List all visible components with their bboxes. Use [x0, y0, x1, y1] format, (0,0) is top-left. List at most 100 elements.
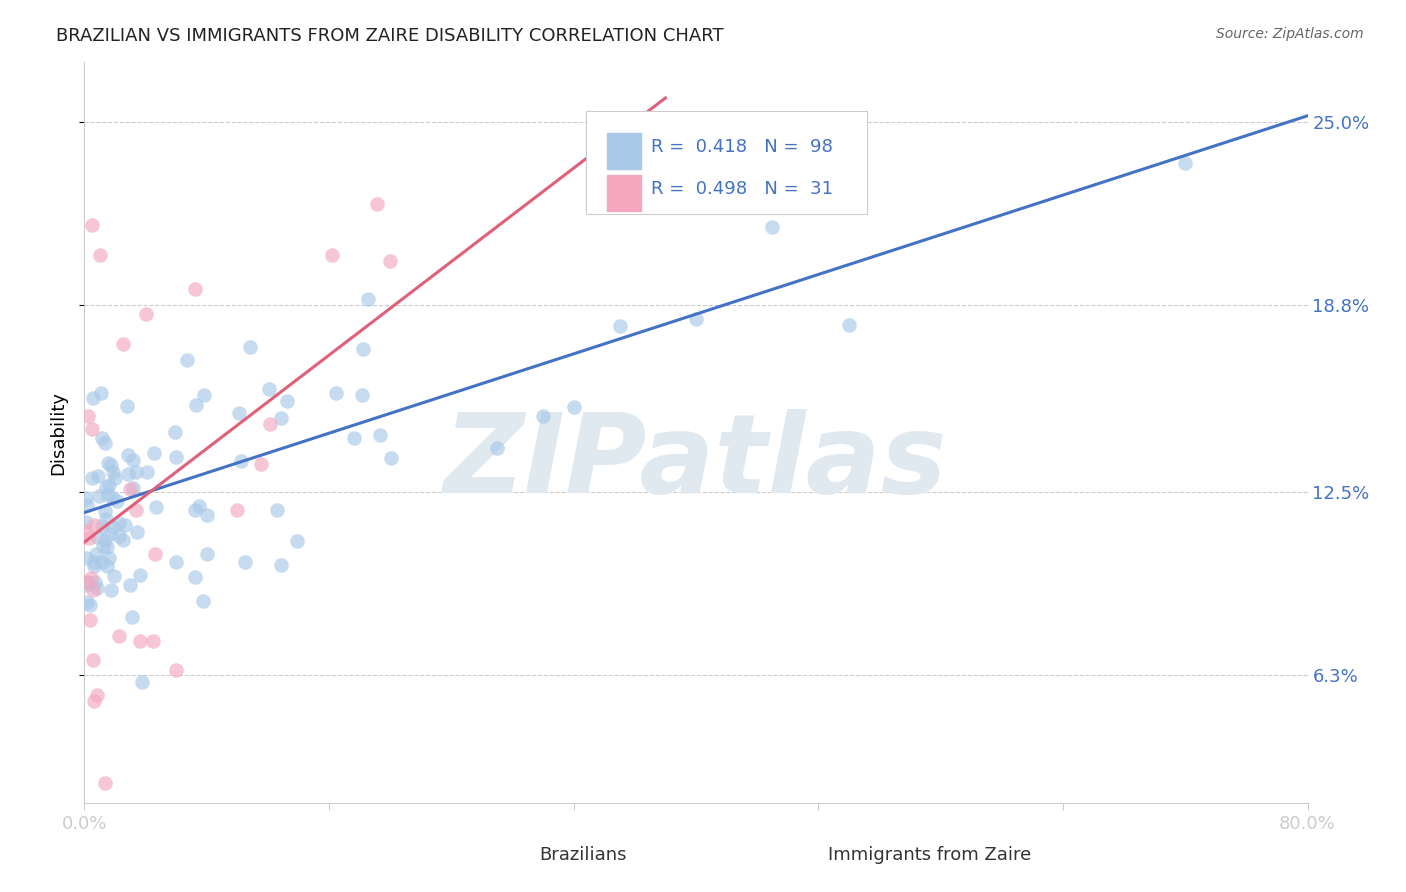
Point [142, 633, 165, 648]
Point [184, 503, 207, 517]
Point [135, 307, 157, 321]
Point [325, 385, 347, 400]
Point [105, 493, 128, 508]
Point [195, 547, 218, 561]
Point [94, 480, 117, 494]
Point [76, 595, 98, 609]
Point [94, 533, 117, 547]
Point [108, 629, 131, 643]
Point [98, 478, 121, 492]
Point [101, 520, 124, 534]
Point [135, 465, 157, 479]
Point [225, 503, 247, 517]
Point [165, 663, 187, 677]
Point [104, 471, 127, 485]
Point [75, 491, 97, 506]
Point [531, 409, 554, 424]
Point [562, 400, 585, 414]
Point [77, 574, 100, 589]
Point [352, 388, 374, 402]
Point [125, 503, 148, 517]
Point [96, 511, 118, 525]
Point [90, 431, 112, 445]
Point [193, 594, 215, 608]
Point [91, 518, 114, 533]
Point [94, 436, 117, 450]
Point [270, 558, 292, 573]
Point [228, 406, 250, 420]
Point [114, 517, 136, 532]
Point [83, 694, 105, 708]
Point [838, 318, 860, 332]
Point [118, 482, 141, 496]
Point [250, 457, 273, 471]
Point [107, 529, 129, 543]
Point [257, 382, 280, 396]
FancyBboxPatch shape [787, 847, 818, 873]
Point [100, 583, 122, 598]
Point [118, 578, 141, 592]
Point [91, 539, 114, 553]
Point [352, 343, 374, 357]
Point [76, 498, 98, 512]
Point [270, 410, 292, 425]
Point [80, 571, 103, 585]
Point [100, 458, 122, 472]
Point [266, 503, 288, 517]
Text: BRAZILIAN VS IMMIGRANTS FROM ZAIRE DISABILITY CORRELATION CHART: BRAZILIAN VS IMMIGRANTS FROM ZAIRE DISAB… [56, 27, 724, 45]
Text: ZIPatlas: ZIPatlas [444, 409, 948, 516]
Point [101, 491, 124, 505]
Point [117, 448, 139, 462]
Point [82, 391, 104, 405]
Point [321, 248, 343, 262]
Point [193, 388, 215, 402]
Point [128, 634, 150, 648]
Point [89, 248, 111, 262]
Point [75, 516, 97, 530]
Point [80, 471, 103, 485]
Point [183, 282, 205, 296]
Point [357, 292, 380, 306]
Point [87, 489, 110, 503]
Y-axis label: Disability: Disability [49, 391, 67, 475]
Point [343, 431, 366, 445]
Text: Immigrants from Zaire: Immigrants from Zaire [828, 846, 1032, 863]
Point [101, 465, 124, 479]
Point [229, 453, 252, 467]
Point [97, 551, 120, 566]
Point [79, 532, 101, 546]
Point [145, 500, 167, 514]
Point [98, 527, 121, 541]
Point [79, 613, 101, 627]
Point [609, 318, 631, 333]
Point [186, 398, 208, 412]
Point [83, 558, 105, 573]
Point [195, 508, 218, 523]
Point [188, 499, 211, 513]
Point [96, 541, 118, 555]
Point [486, 441, 509, 455]
Point [80, 219, 103, 233]
Point [117, 467, 139, 481]
Point [122, 481, 145, 495]
Point [76, 409, 98, 423]
Point [82, 653, 104, 667]
Point [76, 578, 98, 592]
Point [239, 340, 262, 354]
Point [1174, 156, 1197, 170]
FancyBboxPatch shape [501, 847, 531, 873]
Point [96, 559, 118, 574]
Point [380, 450, 402, 465]
Point [122, 452, 145, 467]
Point [142, 446, 165, 460]
Point [259, 417, 281, 432]
Point [82, 422, 104, 436]
Point [143, 548, 166, 562]
Point [378, 254, 401, 268]
Text: R =  0.498   N =  31: R = 0.498 N = 31 [651, 180, 832, 199]
FancyBboxPatch shape [606, 133, 641, 169]
Point [761, 219, 783, 234]
Point [82, 582, 104, 597]
Point [111, 336, 134, 351]
Point [127, 525, 149, 540]
